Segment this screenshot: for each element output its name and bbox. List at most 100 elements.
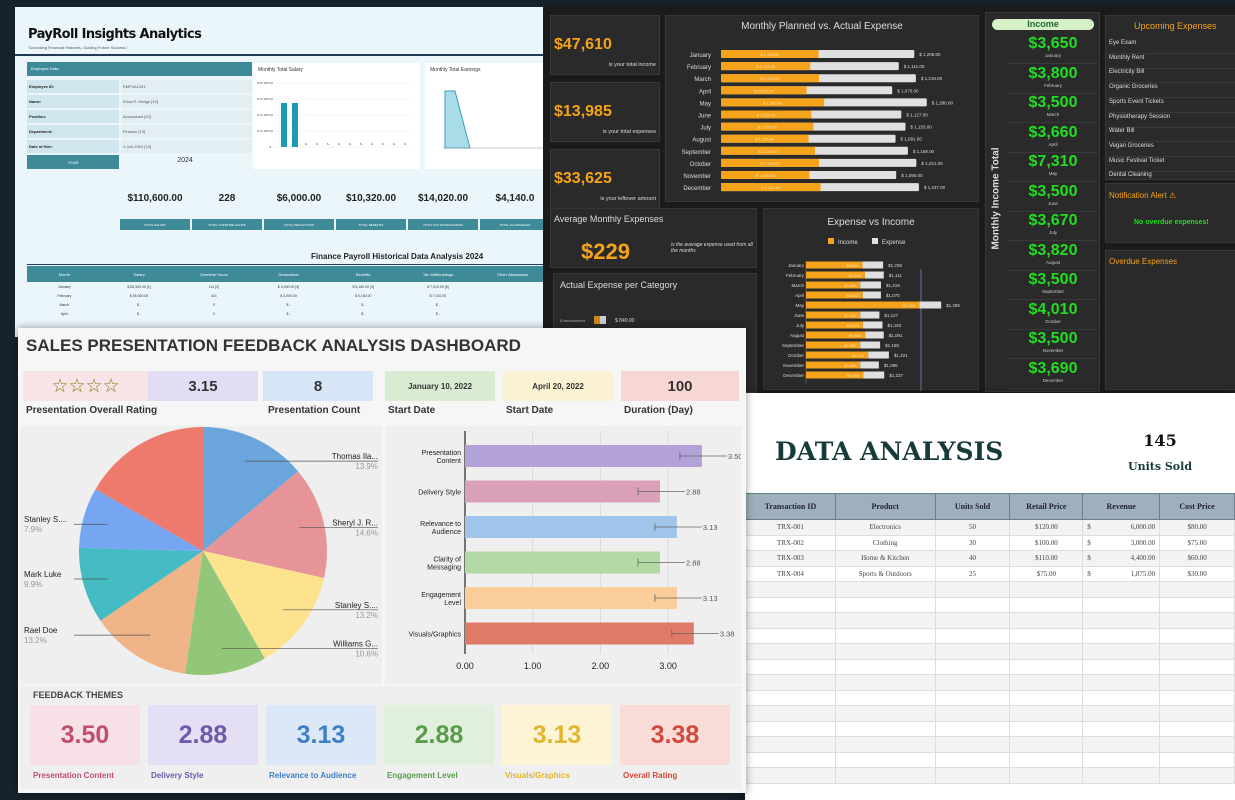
x-tick-label: 1.00	[524, 661, 542, 671]
income-month: $3,670 July	[1008, 212, 1098, 241]
column-header[interactable]: Revenue	[1082, 493, 1161, 520]
upcoming-expense-item[interactable]: Electricity Bill	[1109, 69, 1235, 84]
kpi-label: Presentation Overall Rating	[26, 405, 158, 416]
payroll-kpi-value: 228	[218, 193, 236, 204]
history-column-header: Month	[58, 271, 70, 277]
column-header[interactable]: Product	[834, 493, 936, 520]
kpi-value: 3.15	[148, 371, 258, 401]
upcoming-expense-item[interactable]: Music Festival Ticket	[1109, 158, 1235, 172]
slice-label: Thomas Ila...	[332, 452, 378, 461]
income-bar	[806, 301, 920, 309]
actual-value-label: $ 1,095.00	[901, 173, 923, 178]
table-cell[interactable]: Clothing	[834, 534, 936, 551]
history-column-header: Deductions	[278, 271, 299, 277]
value-label: 3.13	[703, 594, 718, 603]
pie-slice	[95, 427, 203, 551]
kpi-value: April 20, 2022	[503, 371, 613, 401]
employee-field-label: Position:	[27, 110, 119, 123]
upcoming-expense-item[interactable]: Eye Exam	[1109, 40, 1235, 54]
table-cell[interactable]: $4,400.00	[1082, 550, 1161, 567]
sales-feedback-dashboard: SALES PRESENTATION FEEDBACK ANALYSIS DAS…	[18, 328, 746, 793]
table-cell[interactable]: Home & Kitchen	[834, 550, 936, 567]
kpi-value: January 10, 2022	[385, 371, 495, 401]
legend-income-swatch	[828, 238, 834, 244]
planned-value-label: $ 1,155.00	[758, 125, 778, 130]
history-cell: $ -	[435, 302, 440, 307]
income-month: $3,500 November	[1008, 330, 1098, 359]
income-bar	[806, 341, 861, 349]
upcoming-expense-item[interactable]: Sports Event Tickets	[1109, 99, 1235, 113]
payroll-kpi-value: $14,020.00	[417, 193, 469, 204]
upcoming-expense-item[interactable]: Physiotherapy Session	[1109, 114, 1235, 128]
theme-score: 2.88	[384, 705, 494, 765]
expense-dashboard: $47,610 is your total income $13,985 is …	[543, 5, 1235, 393]
upcoming-expense-item[interactable]: Organic Groceries	[1109, 84, 1235, 99]
table-cell[interactable]: 25	[934, 565, 1011, 582]
income-bar	[806, 261, 863, 269]
column-header[interactable]: Units Sold	[934, 493, 1011, 520]
planned-bar	[721, 86, 807, 95]
table-cell[interactable]: $110.00	[1009, 550, 1084, 567]
table-cell[interactable]: $120.00	[1009, 519, 1084, 536]
upcoming-expense-item[interactable]: Water Bill	[1109, 128, 1235, 143]
table-cell[interactable]: $1,875.00	[1082, 565, 1161, 582]
history-column-header: Other Allowances	[497, 271, 529, 277]
table-cell[interactable]: 50	[934, 519, 1011, 536]
table-cell[interactable]: TRX-002	[745, 534, 836, 551]
table-cell[interactable]: $30.00	[1159, 565, 1235, 582]
table-cell[interactable]: $3,000.00	[1082, 534, 1161, 551]
planned-bar	[721, 122, 814, 131]
table-cell[interactable]: TRX-003	[745, 550, 836, 567]
column-header[interactable]: Retail Price	[1009, 493, 1084, 520]
kpi-value: 100	[621, 371, 739, 401]
feedback-bar-chart: 0.00 1.00 2.00 3.00 Presentation Content 3.50 D…	[385, 426, 743, 684]
income-month-label: March	[1046, 112, 1060, 117]
table-cell[interactable]: Electronics	[834, 519, 936, 536]
table-cell[interactable]: $75.00	[1159, 534, 1235, 551]
planned-actual-chart: Monthly Planned vs. Actual Expense Janua…	[665, 15, 979, 202]
table-row: TRX-004 Sports & Outdoors 25 $75.00 $1,875.0…	[745, 565, 1235, 582]
table-cell[interactable]: $80.00	[1159, 519, 1235, 536]
bar-label: $-	[382, 142, 385, 146]
column-header[interactable]: Transaction ID	[745, 493, 836, 520]
history-cell: 114 [2]	[208, 284, 220, 289]
year-label: YEAR	[27, 155, 119, 169]
income-month: $3,690 December	[1008, 360, 1098, 389]
income-month-label: September	[1041, 289, 1064, 294]
table-cell[interactable]: $6,000.00	[1082, 519, 1161, 536]
income-month: $3,800 February	[1008, 65, 1098, 94]
table-cell[interactable]: 40	[934, 550, 1011, 567]
slice-percent: 13.9%	[355, 462, 378, 471]
history-row: March $ - 0 $ - $ - $ -	[27, 300, 550, 309]
category-label: December	[783, 373, 804, 378]
table-cell[interactable]: TRX-004	[745, 565, 836, 582]
feedback-bar	[465, 480, 660, 503]
column-header[interactable]: Cost Price	[1159, 493, 1235, 520]
actual-value-label: $ 1,286.00	[932, 100, 954, 105]
category-label: April	[699, 89, 711, 95]
income-value: $3,670	[1028, 212, 1078, 229]
upcoming-expense-item[interactable]: Monthly Rent	[1109, 55, 1235, 69]
planned-bar	[721, 110, 812, 119]
table-row: TRX-003 Home & Kitchen 40 $110.00 $4,400.00 $…	[745, 550, 1235, 567]
history-cell: 0	[212, 311, 215, 316]
actual-value-label: $ 1,091.00	[901, 137, 923, 142]
expense-value-label: $1,237	[889, 373, 903, 378]
history-cell: $ 7,010.00 [5]	[427, 284, 449, 289]
table-cell[interactable]: TRX-001	[745, 519, 836, 536]
slice-percent: 13.2%	[355, 611, 378, 620]
expense-bar	[862, 261, 884, 269]
table-cell[interactable]: $60.00	[1159, 550, 1235, 567]
slice-percent: 14.6%	[355, 529, 378, 538]
income-value: $3,800	[1028, 64, 1078, 82]
table-cell[interactable]: $75.00	[1009, 565, 1084, 582]
table-cell[interactable]: $100.00	[1009, 534, 1084, 551]
expense-bar	[864, 271, 884, 279]
actual-value-label: $ 1,237.00	[924, 185, 946, 190]
upcoming-expense-item[interactable]: Vegan Groceries	[1109, 143, 1235, 157]
planned-bar	[721, 74, 819, 83]
planned-value-label: $ 1,070.00	[754, 88, 774, 93]
table-cell[interactable]: 30	[934, 534, 1011, 551]
table-cell[interactable]: Sports & Outdoors	[834, 565, 936, 582]
income-value-label: $7,310	[903, 303, 916, 308]
